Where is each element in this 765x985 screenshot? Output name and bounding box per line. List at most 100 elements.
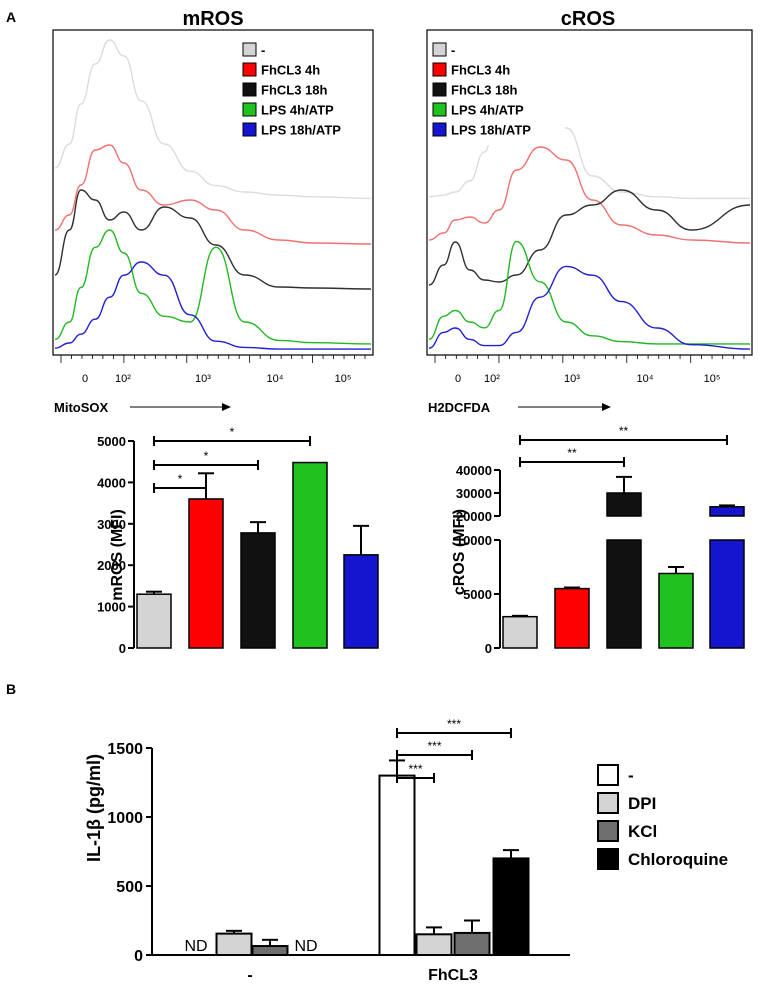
histogram-series-3 (54, 229, 372, 345)
cros-title: cROS (561, 8, 615, 30)
mros-bar-0 (136, 593, 172, 649)
il1b-bar-1-1 (415, 933, 453, 956)
legend-swatch-4 (242, 122, 257, 137)
il1b-group-label-1: FhCL3 (428, 967, 478, 984)
il1b-sig-0-label: *** (408, 762, 422, 776)
legend-label-3: LPS 4h/ATP (261, 103, 334, 118)
cros-bar-1 (554, 587, 590, 649)
legend-swatch-2 (242, 82, 257, 97)
cros-xtick-4: 10⁵ (704, 373, 721, 385)
mros-ytick-label: 4000 (97, 475, 126, 490)
legend-label-2: FhCL3 18h (451, 83, 518, 98)
legend-label-1: FhCL3 4h (261, 63, 320, 78)
legend-swatch-3 (242, 102, 257, 117)
mros-bar-4 (343, 554, 379, 649)
il1b-nd-label: ND (184, 938, 207, 955)
legend-swatch-2 (432, 82, 447, 97)
cros-bar-2-upper (606, 492, 642, 517)
il1b-bar-1-0 (378, 774, 416, 956)
mros-ytick-label: 5000 (97, 434, 126, 449)
mros-bar-2 (240, 532, 276, 649)
histogram-series-2 (428, 189, 751, 286)
il1b-legend: - DPI KCl Chloroquine (597, 764, 728, 870)
cros-bar-chart: 0 5000 10000 20000 30000 40000 ** ** (456, 424, 745, 656)
mros-xtick-0: 0 (82, 373, 88, 385)
il1b-ytick-label: 0 (134, 948, 143, 965)
mros-ytick-label: 0 (119, 641, 126, 656)
il1b-sig-2-label: *** (447, 717, 461, 731)
legend-b-label-3: Chloroquine (628, 850, 728, 869)
legend-label-3: LPS 4h/ATP (451, 103, 524, 118)
cros-sig-0-label: ** (567, 446, 577, 460)
mros-xtick-4: 10⁵ (335, 373, 352, 385)
legend-b-label-2: KCl (628, 822, 657, 841)
cros-legend: - FhCL3 4h FhCL3 18h LPS 4h/ATP LPS 18h/ATP (432, 42, 531, 138)
il1b-bar-1-3 (492, 857, 530, 957)
cros-xtick-2: 10³ (564, 373, 580, 385)
mros-bar-1 (188, 498, 224, 649)
histogram-series-1 (428, 146, 751, 244)
il1b-ytick-label: 1000 (107, 810, 143, 827)
legend-swatch-1 (242, 62, 257, 77)
mros-xlabel: MitoSOX (54, 400, 108, 415)
cros-xtick-1: 10² (484, 373, 500, 385)
legend-swatch-3 (432, 102, 447, 117)
legend-b-swatch-0 (597, 764, 619, 786)
mros-legend-bg (238, 37, 368, 145)
mros-bar-chart: 0 1000 2000 3000 4000 5000 * * * (97, 425, 379, 656)
histogram-series-4 (428, 265, 751, 350)
legend-swatch-1 (432, 62, 447, 77)
cros-xlabel: H2DCFDA (428, 400, 491, 415)
mros-sig-1-label: * (204, 449, 209, 463)
mros-arrow-head-icon (222, 403, 231, 411)
il1b-group-label-0: - (247, 967, 252, 984)
cros-xtick-3: 10⁴ (637, 373, 654, 385)
il1b-bar-0-1 (215, 932, 253, 956)
histogram-series-2 (54, 189, 372, 290)
cros-ytick-label: 0 (485, 641, 492, 656)
legend-label-1: FhCL3 4h (451, 63, 510, 78)
legend-b-swatch-2 (597, 820, 619, 842)
mros-histogram-frame (52, 29, 374, 356)
cros-bar-ylabel: cROS (MFI) (451, 509, 468, 595)
histogram-series-0 (54, 39, 372, 200)
legend-b-swatch-3 (597, 848, 619, 870)
mros-xtick-1: 10² (115, 373, 131, 385)
il1b-nd-label: ND (294, 938, 317, 955)
histogram-series-3 (428, 240, 750, 345)
cros-histogram-frame (426, 29, 753, 356)
cros-ytick-label: 30000 (456, 486, 492, 501)
legend-b-swatch-1 (597, 792, 619, 814)
il1b-ytick-label: 500 (116, 879, 143, 896)
cros-bar-0 (502, 615, 538, 649)
legend-swatch-0 (432, 42, 447, 57)
legend-b-label-1: DPI (628, 794, 656, 813)
il1b-ylabel: IL-1β (pg/ml) (84, 754, 104, 862)
mros-ytick-label: 1000 (97, 600, 126, 615)
legend-swatch-0 (242, 42, 257, 57)
panel-a-label: A (6, 9, 16, 25)
cros-legend-bg (430, 37, 565, 145)
cros-ytick-label: 40000 (456, 463, 492, 478)
il1b-bar-0-2 (251, 945, 289, 957)
cros-ytick-label: 20000 (456, 509, 492, 524)
histogram-series-4 (54, 261, 371, 350)
cros-bar-3 (658, 572, 694, 649)
mros-sig-2-label: * (230, 425, 235, 439)
il1b-sig-1-label: *** (427, 739, 441, 753)
mros-bar-ylabel: mROS (MFI) (109, 509, 126, 601)
il1b-ytick-label: 1500 (107, 741, 143, 758)
legend-label-2: FhCL3 18h (261, 83, 328, 98)
mros-xtick-2: 10³ (195, 373, 211, 385)
legend-b-label-0: - (628, 766, 634, 785)
il1b-bar-1-2 (453, 931, 491, 956)
il1b-bar-chart: 0 500 1000 1500 ND ND - FhCL3 *** *** *** (107, 717, 570, 984)
mros-legend: - FhCL3 4h FhCL3 18h LPS 4h/ATP LPS 18h/ATP (242, 42, 341, 138)
cros-bar-4-upper (709, 506, 745, 517)
cros-arrow-head-icon (602, 403, 611, 411)
mros-ytick-label: 2000 (97, 558, 126, 573)
cros-ytick-label: 10000 (456, 533, 492, 548)
histogram-series-1 (54, 144, 372, 245)
mros-xtick-3: 10⁴ (267, 373, 284, 385)
